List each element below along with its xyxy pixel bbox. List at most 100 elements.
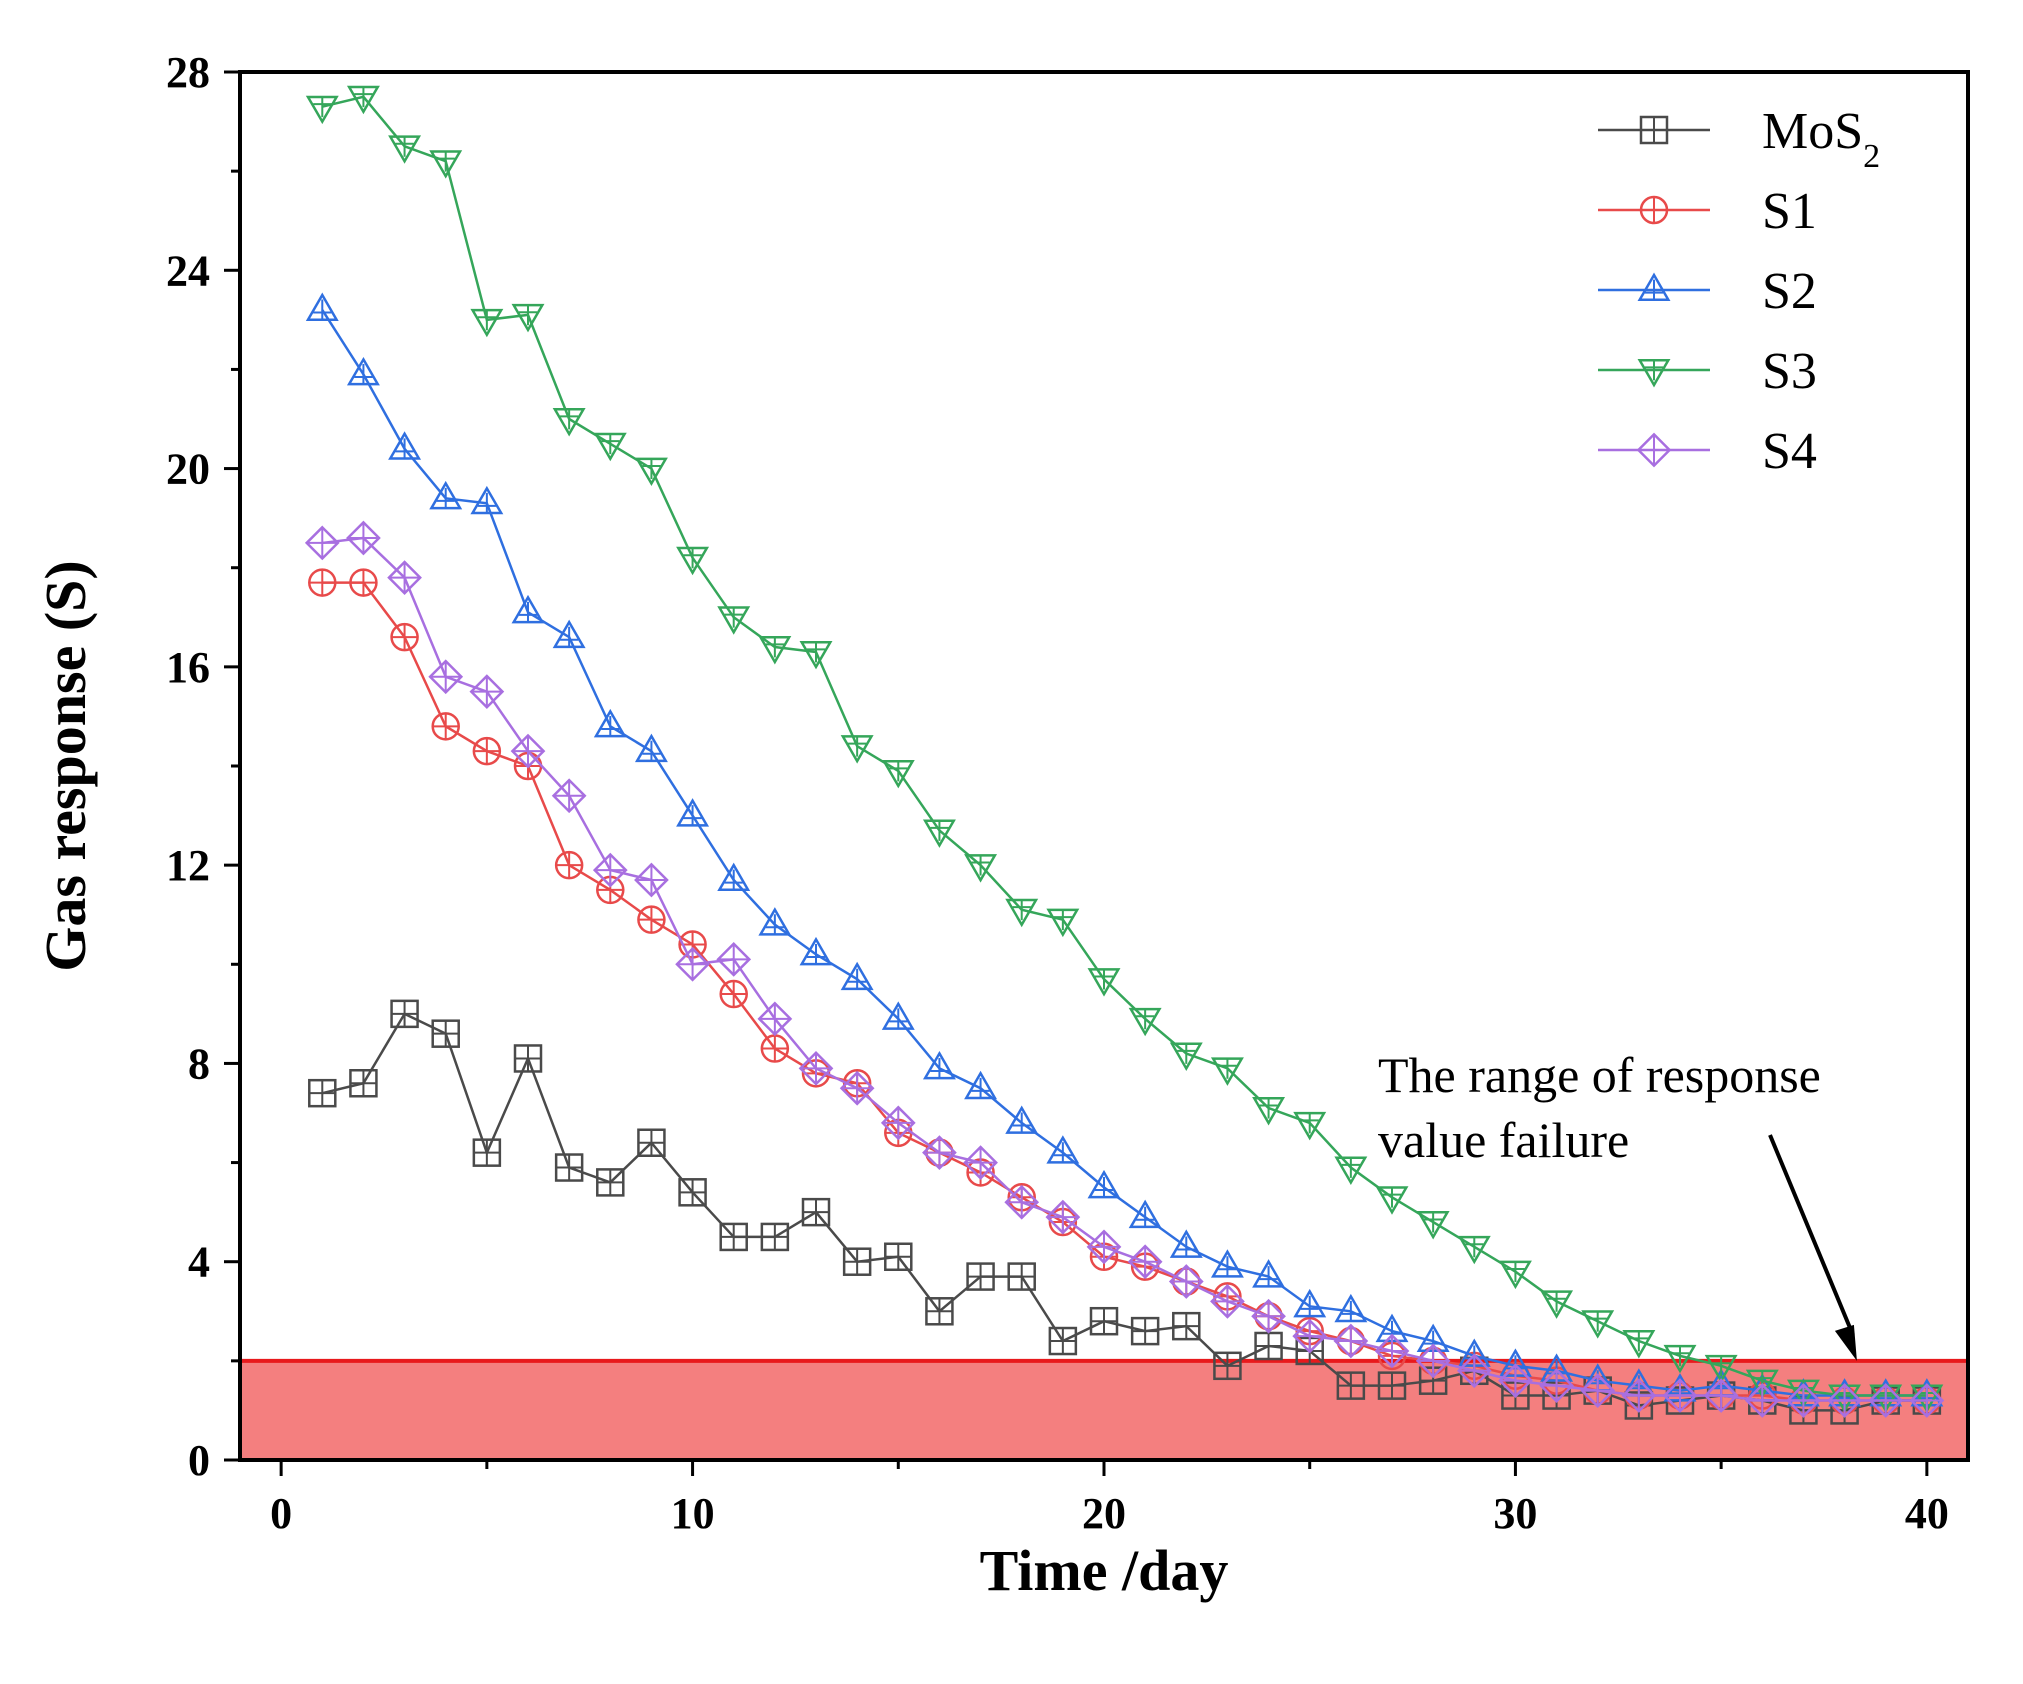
point-s3-cross bbox=[848, 736, 867, 757]
point-s2-cross bbox=[848, 968, 867, 989]
point-s4-cross bbox=[1828, 1384, 1861, 1417]
point-s3-cross bbox=[806, 642, 826, 663]
legend: MoS2 S1 S2 S3 S4 bbox=[1598, 103, 1880, 480]
point-s3-cross bbox=[1465, 1237, 1484, 1258]
point-s2-cross bbox=[1053, 1142, 1072, 1163]
point-s2-cross bbox=[889, 1008, 908, 1029]
point-mos2-cross bbox=[556, 1154, 583, 1181]
point-s2-cross bbox=[560, 626, 579, 647]
point-s2-cross bbox=[354, 363, 373, 385]
point-mos2-cross bbox=[638, 1129, 665, 1156]
point-s2-cross bbox=[477, 492, 496, 514]
point-s4-cross bbox=[553, 780, 585, 812]
y-tick-label: 4 bbox=[188, 1238, 210, 1287]
point-mos2-cross bbox=[844, 1248, 871, 1275]
point-s3-cross bbox=[354, 87, 373, 108]
point-mos2-cross bbox=[926, 1298, 953, 1325]
point-s1-cross bbox=[720, 981, 747, 1008]
point-s4-cross bbox=[1252, 1300, 1285, 1332]
x-tick-label: 20 bbox=[1082, 1489, 1126, 1538]
point-s3-cross bbox=[1588, 1311, 1607, 1332]
point-s3-cross bbox=[683, 548, 702, 569]
point-s4-cross bbox=[1664, 1379, 1696, 1412]
point-s4-cross bbox=[512, 735, 544, 767]
y-tick-label: 12 bbox=[166, 841, 210, 890]
legend-label-s3: S3 bbox=[1762, 343, 1817, 400]
point-s3-cross bbox=[642, 458, 661, 479]
series-s4 bbox=[304, 520, 1945, 1418]
point-s1-cross bbox=[432, 713, 459, 740]
y-tick-label: 8 bbox=[188, 1039, 210, 1088]
failure-range-band bbox=[240, 1360, 1968, 1460]
x-tick-label: 10 bbox=[671, 1489, 715, 1538]
point-s1-cross bbox=[761, 1035, 788, 1062]
point-s4-cross bbox=[1376, 1335, 1408, 1367]
point-s4-cross bbox=[1582, 1375, 1614, 1407]
legend-marker-mos2-cross bbox=[1641, 117, 1667, 143]
x-axis-title: Time /day bbox=[980, 1538, 1229, 1603]
point-s4-cross bbox=[1499, 1365, 1532, 1397]
point-s3-cross bbox=[1259, 1098, 1278, 1119]
point-s2-cross bbox=[1300, 1295, 1319, 1317]
point-s4-cross bbox=[841, 1072, 873, 1104]
series-s3 bbox=[305, 85, 1944, 1414]
point-mos2-cross bbox=[1173, 1313, 1200, 1340]
legend-label-subscript: 2 bbox=[1863, 138, 1880, 175]
point-s4-cross bbox=[1047, 1201, 1079, 1233]
point-s2-cross bbox=[395, 438, 414, 459]
x-tick-label: 40 bbox=[1905, 1489, 1949, 1538]
point-s4-cross bbox=[964, 1146, 997, 1179]
series-line-s2 bbox=[321, 309, 1927, 1397]
point-s3-cross bbox=[1300, 1113, 1319, 1134]
point-s3-cross bbox=[313, 96, 332, 118]
point-s3-cross bbox=[1712, 1356, 1731, 1377]
point-s4-cross bbox=[923, 1137, 956, 1169]
y-tick-label: 28 bbox=[166, 48, 210, 97]
y-tick-label: 20 bbox=[166, 445, 210, 494]
point-s3-cross bbox=[889, 761, 908, 782]
legend-marker-s2-cross bbox=[1644, 279, 1664, 300]
point-s2-cross bbox=[806, 943, 826, 965]
point-s4-cross bbox=[1294, 1320, 1326, 1352]
series-s1 bbox=[308, 568, 1942, 1415]
point-s1-cross bbox=[309, 569, 336, 596]
point-mos2-cross bbox=[967, 1263, 994, 1290]
point-s2-cross bbox=[765, 914, 784, 935]
point-s4-cross bbox=[1870, 1384, 1902, 1417]
point-mos2-cross bbox=[597, 1169, 624, 1196]
point-s2-cross bbox=[930, 1057, 949, 1079]
point-s2-cross bbox=[1136, 1206, 1155, 1227]
point-s2-cross bbox=[436, 487, 455, 509]
point-s3-cross bbox=[724, 607, 743, 628]
point-s4-cross bbox=[1088, 1231, 1120, 1263]
point-s3-cross bbox=[1547, 1291, 1566, 1312]
point-s4-cross bbox=[635, 864, 668, 896]
point-s3-cross bbox=[1424, 1212, 1443, 1233]
point-s4-cross bbox=[882, 1107, 914, 1139]
point-s4-cross bbox=[1458, 1355, 1490, 1387]
point-mos2-cross bbox=[473, 1139, 500, 1166]
point-s4-cross bbox=[1211, 1285, 1244, 1317]
point-s2-cross bbox=[683, 805, 702, 826]
point-s2-cross bbox=[1177, 1236, 1196, 1257]
legend-marker-s4-cross bbox=[1638, 434, 1670, 466]
y-axis-title: Gas response (S) bbox=[33, 560, 98, 971]
point-mos2-cross bbox=[885, 1243, 912, 1270]
point-s3-cross bbox=[518, 305, 538, 326]
annotation-arrow-shaft bbox=[1768, 1134, 1855, 1336]
point-s3-cross bbox=[601, 434, 620, 455]
point-mos2-cross bbox=[761, 1223, 788, 1250]
x-tick-label: 0 bbox=[270, 1489, 292, 1538]
point-s2-cross bbox=[1341, 1300, 1360, 1322]
point-s3-cross bbox=[1670, 1346, 1690, 1367]
series-line-s3 bbox=[321, 95, 1927, 1397]
point-s4-cross bbox=[759, 1003, 791, 1035]
point-s2-cross bbox=[1012, 1112, 1031, 1133]
legend-marker-s3-cross bbox=[1644, 360, 1664, 381]
point-s4-cross bbox=[1911, 1384, 1943, 1417]
point-s2-cross bbox=[642, 740, 661, 761]
point-mos2-cross bbox=[309, 1080, 336, 1107]
point-s3-cross bbox=[1218, 1058, 1237, 1079]
point-s3-cross bbox=[1629, 1331, 1648, 1352]
